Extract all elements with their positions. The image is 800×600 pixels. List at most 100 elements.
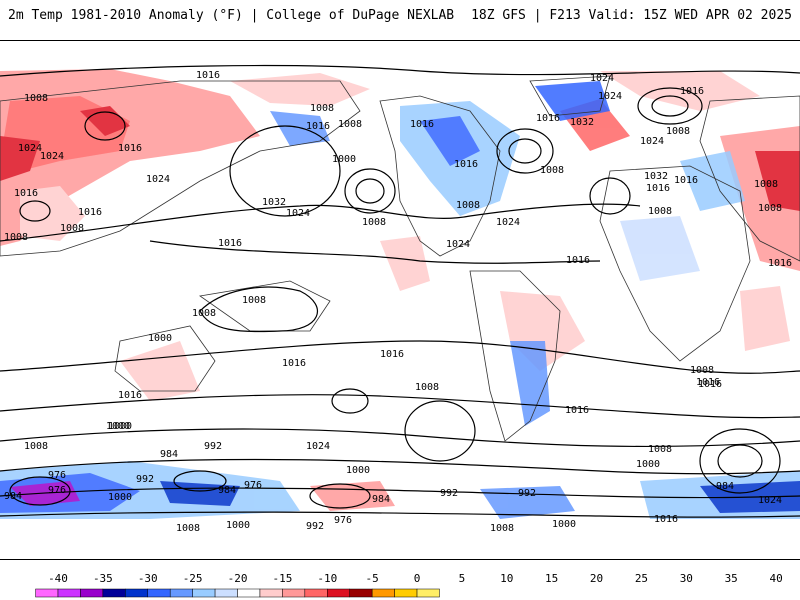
colorbar-tick: 25 [634,572,649,585]
colorbar-tick: -10 [317,572,338,585]
isobar-label: 1008 [666,126,690,137]
colorbar-tick: -40 [48,572,68,585]
isobar-label: 984 [716,481,734,492]
colorbar-tick: 15 [545,572,559,585]
colorbar-swatch [259,588,283,598]
colorbar-swatch [125,588,149,598]
isobar-label: 1008 [338,119,362,130]
isobar-label: 992 [306,521,324,532]
coastlines [0,75,800,442]
isobar-label: 1032 [644,171,668,182]
isobar-label: 1016 [14,188,38,199]
isobar-label: 1016 [566,255,590,266]
isobar-label: 1000 [106,421,130,432]
isobar-label: 976 [244,480,262,491]
isobar-label: 1024 [146,174,170,185]
isobar-label: 1008 [648,206,672,217]
isobar-label: 1016 [768,258,792,269]
isobar-label: 1016 [282,358,306,369]
isobar-label: 1016 [196,70,220,81]
map-panel: 1016 1024 1008 1008 1016 1008 1016 1024 … [0,40,800,560]
colorbar-tick: -35 [92,572,113,585]
isobar-label: 976 [48,485,66,496]
colorbar-swatch [214,588,238,598]
isobar-label: 1016 [410,119,434,130]
isobar-label: 1000 [148,333,172,344]
model-run-info: 18Z GFS | F213 Valid: 15Z WED APR 02 202… [471,8,792,23]
isobar-label: 1024 [758,495,782,506]
colorbar-swatch [102,588,126,598]
isobar-label: 1008 [310,103,334,114]
colorbar-swatch [327,588,350,598]
isobar-label: 1016 [454,159,478,170]
isobar-label: 1008 [24,441,48,452]
isobar-label: 1016 [380,349,404,360]
isobar-label: 1016 [654,514,678,525]
colorbar-swatch [35,588,59,598]
isobar-label: 1016 [118,390,142,401]
colorbar-tick: 35 [724,572,738,585]
colorbar-tick: 30 [679,572,693,585]
isobar-label: 1016 [565,405,589,416]
colorbar-tick: -30 [137,572,158,585]
isobar-label: 992 [518,488,536,499]
isobar-label: 1008 [490,523,514,534]
map-title: 2m Temp 1981-2010 Anomaly (°F) | College… [8,8,455,23]
colorbar-tick: -5 [365,572,379,585]
isobar-label: 1000 [108,421,132,432]
colorbar-tick-labels: -40 -35 -30 -25 -20 -15 -10 -5 0 5 10 15 20 25 30 35 40 [0,572,800,586]
isobar-label: 1016 [306,121,330,132]
colorbar-swatch [282,588,306,598]
isobar-label: 1016 [696,377,720,388]
isobar-label: 1032 [570,117,594,128]
colorbar-swatch [57,588,81,598]
colorbar-tick: -20 [227,572,248,585]
isobar-label: 1008 [415,382,439,393]
isobar-label: 1016 [698,379,722,390]
isobar-label: 1024 [640,136,664,147]
isobar-label: 1024 [446,239,470,250]
isobar-label: 1008 [192,308,216,319]
colorbar-tick: 0 [413,572,421,585]
colorbar-tick: -15 [272,572,293,585]
world-map: 1016 1024 1008 1008 1016 1008 1016 1024 … [0,64,800,559]
isobar-label: 1008 [456,200,480,211]
colorbar-swatch [394,588,418,598]
isobar-label: 1024 [286,208,310,219]
isobar-label: 1016 [118,143,142,154]
isobar-label: 1008 [648,444,672,455]
isobar-label: 1000 [346,465,370,476]
colorbar-swatch [371,588,395,598]
isobar-label: 1008 [540,165,564,176]
isobar-label: 1008 [362,217,386,228]
colorbar-legend: -40 -35 -30 -25 -20 -15 -10 -5 0 5 10 15 20 25 30 35 40 [0,566,800,600]
isobar-contours [0,64,800,518]
isobar-label: 992 [204,441,222,452]
isobar-label: 992 [440,488,458,499]
colorbar-swatch [169,588,193,598]
isobar-labels: 1016 1024 1008 1008 1016 1008 1016 1024 … [4,70,792,534]
isobar-label: 1024 [496,217,520,228]
colorbar-swatch [237,588,261,598]
colorbar-tick: 10 [500,572,514,585]
isobar-label: 1008 [754,179,778,190]
isobar-label: 1024 [598,91,622,102]
colorbar-scale [35,588,440,598]
isobar-label: 1000 [636,459,660,470]
isobar-label: 1016 [674,175,698,186]
isobar-label: 976 [48,470,66,481]
isobar-label: 1016 [680,86,704,97]
isobar-label: 1000 [552,519,576,530]
colorbar-swatch [192,588,216,598]
isobar-label: 1024 [306,441,330,452]
isobar-label: 1000 [226,520,250,531]
isobar-label: 976 [334,515,352,526]
colorbar-tick: 40 [769,572,783,585]
isobar-label: 1016 [78,207,102,218]
isobar-label: 1000 [108,492,132,503]
isobar-label: 1008 [60,223,84,234]
isobar-label: 1008 [758,203,782,214]
isobar-label: 1024 [40,151,64,162]
isobar-label: 984 [218,485,236,496]
colorbar-tick: 20 [589,572,604,585]
